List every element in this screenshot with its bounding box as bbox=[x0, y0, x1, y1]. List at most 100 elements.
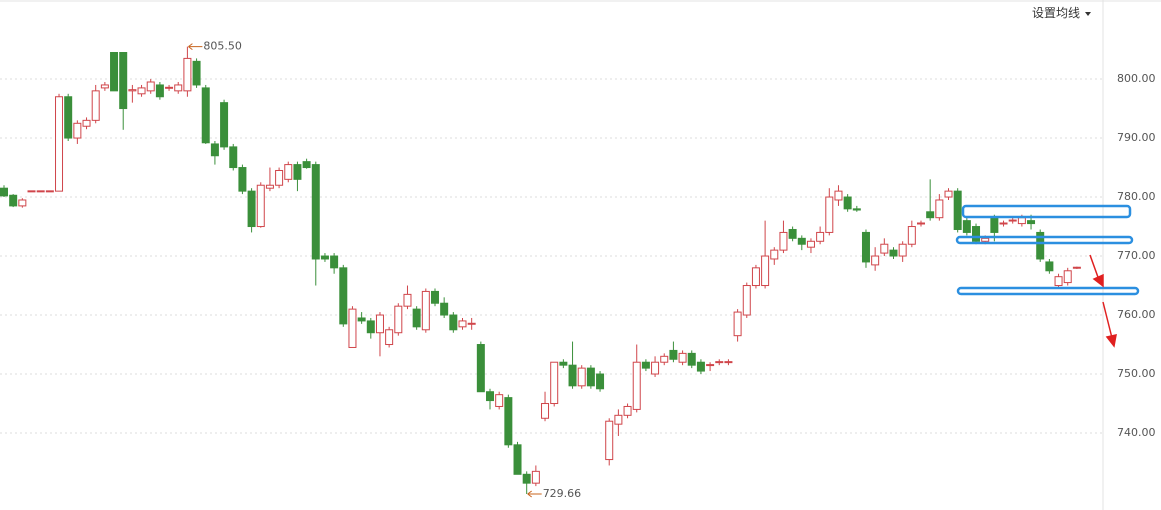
candle-body bbox=[495, 394, 504, 407]
candle-body bbox=[91, 90, 100, 121]
candle-body bbox=[522, 473, 531, 484]
candle-body bbox=[45, 190, 54, 193]
candle-body bbox=[999, 222, 1008, 225]
candle-body bbox=[761, 255, 770, 287]
candle-body bbox=[302, 161, 311, 169]
candle-body bbox=[247, 190, 256, 228]
candle-body bbox=[660, 355, 669, 363]
candle-body bbox=[944, 190, 953, 198]
candle-body bbox=[770, 249, 779, 260]
candle-body bbox=[458, 320, 467, 328]
candle-body bbox=[100, 84, 109, 89]
candle-body bbox=[935, 199, 944, 219]
candle-body bbox=[779, 231, 788, 251]
candle-body bbox=[898, 243, 907, 257]
y-tick-label: 780.00 bbox=[1117, 190, 1156, 203]
candle-body bbox=[220, 102, 229, 148]
max-annotation-label: 805.50 bbox=[203, 40, 242, 53]
candle-body bbox=[155, 84, 164, 98]
candle-body bbox=[788, 228, 797, 239]
arrow bbox=[1102, 301, 1113, 339]
candle-body bbox=[110, 52, 119, 92]
candle-body bbox=[265, 184, 274, 189]
candle-body bbox=[559, 361, 568, 366]
candle-body bbox=[806, 240, 815, 248]
candle-body bbox=[917, 222, 925, 225]
drawn-boxes bbox=[955, 204, 1140, 296]
candle-body bbox=[1054, 276, 1063, 287]
highlight-box bbox=[961, 204, 1132, 219]
candle-body bbox=[990, 217, 999, 233]
candle-body bbox=[871, 255, 880, 266]
y-tick-label: 800.00 bbox=[1117, 72, 1156, 85]
candle-body bbox=[1036, 231, 1045, 260]
highlight-box bbox=[955, 235, 1134, 245]
candle-body bbox=[715, 361, 724, 364]
candle-body bbox=[210, 143, 219, 157]
candle-body bbox=[825, 196, 834, 233]
candle-body bbox=[614, 414, 623, 425]
candle-body bbox=[724, 361, 733, 364]
candle-body bbox=[1017, 217, 1026, 225]
plot: 740.00 750.00 760.00 770.00 780.00 790.00 800.… bbox=[0, 40, 1156, 500]
candle-body bbox=[641, 361, 650, 369]
candle-body bbox=[751, 267, 760, 287]
y-tick-label: 740.00 bbox=[1117, 426, 1156, 439]
candle-body bbox=[733, 311, 742, 337]
candle-body bbox=[513, 444, 522, 475]
y-tick-label: 750.00 bbox=[1117, 367, 1156, 380]
candle-body bbox=[843, 196, 852, 210]
candle-body bbox=[605, 420, 614, 461]
candle-body bbox=[476, 344, 485, 393]
candle-body bbox=[880, 243, 889, 254]
candle-body bbox=[651, 361, 660, 375]
candle-body bbox=[586, 367, 595, 387]
candle-body bbox=[201, 87, 210, 144]
arrow-head bbox=[1105, 334, 1117, 348]
candle-body bbox=[430, 290, 439, 304]
arrow-head bbox=[1092, 273, 1104, 288]
candle-body bbox=[36, 190, 45, 193]
max-annotation-arrow bbox=[188, 43, 203, 51]
candle-body bbox=[861, 231, 870, 263]
candle-body bbox=[577, 367, 586, 387]
candle-body bbox=[293, 164, 302, 180]
candle-body bbox=[449, 314, 458, 331]
candle-body bbox=[403, 293, 412, 307]
candle-body bbox=[357, 317, 366, 322]
candle-body bbox=[183, 57, 192, 92]
candle-body bbox=[889, 249, 898, 257]
candle-body bbox=[229, 146, 238, 169]
candle-body bbox=[742, 285, 751, 316]
candle-body bbox=[55, 96, 64, 192]
candle-body bbox=[256, 184, 265, 228]
candle-body bbox=[64, 96, 73, 139]
candle-body bbox=[623, 405, 632, 416]
candle-body bbox=[394, 305, 403, 334]
candle-body bbox=[1045, 261, 1054, 272]
candle-body bbox=[962, 220, 971, 233]
candle-body bbox=[284, 164, 293, 180]
candle-body bbox=[330, 255, 339, 269]
y-tick-label: 770.00 bbox=[1117, 249, 1156, 262]
candle-body bbox=[320, 255, 329, 260]
candle-body bbox=[550, 361, 559, 405]
candle-body bbox=[146, 81, 155, 92]
candle-body bbox=[531, 470, 540, 484]
ma-settings-button[interactable]: 设置均线 bbox=[1032, 6, 1081, 20]
candle-body bbox=[165, 86, 174, 89]
min-annotation-label: 729.66 bbox=[543, 487, 582, 500]
candle-body bbox=[678, 352, 687, 363]
candle-body bbox=[816, 231, 825, 242]
candle-body bbox=[467, 322, 476, 325]
candle-body bbox=[119, 52, 128, 110]
candle-body bbox=[128, 89, 137, 92]
candle-body bbox=[797, 237, 806, 245]
candle-body bbox=[568, 364, 577, 387]
dropdown-caret[interactable] bbox=[1085, 12, 1091, 16]
candle-body bbox=[339, 267, 348, 325]
candle-body bbox=[706, 364, 715, 367]
drawn-arrows bbox=[1089, 254, 1117, 348]
